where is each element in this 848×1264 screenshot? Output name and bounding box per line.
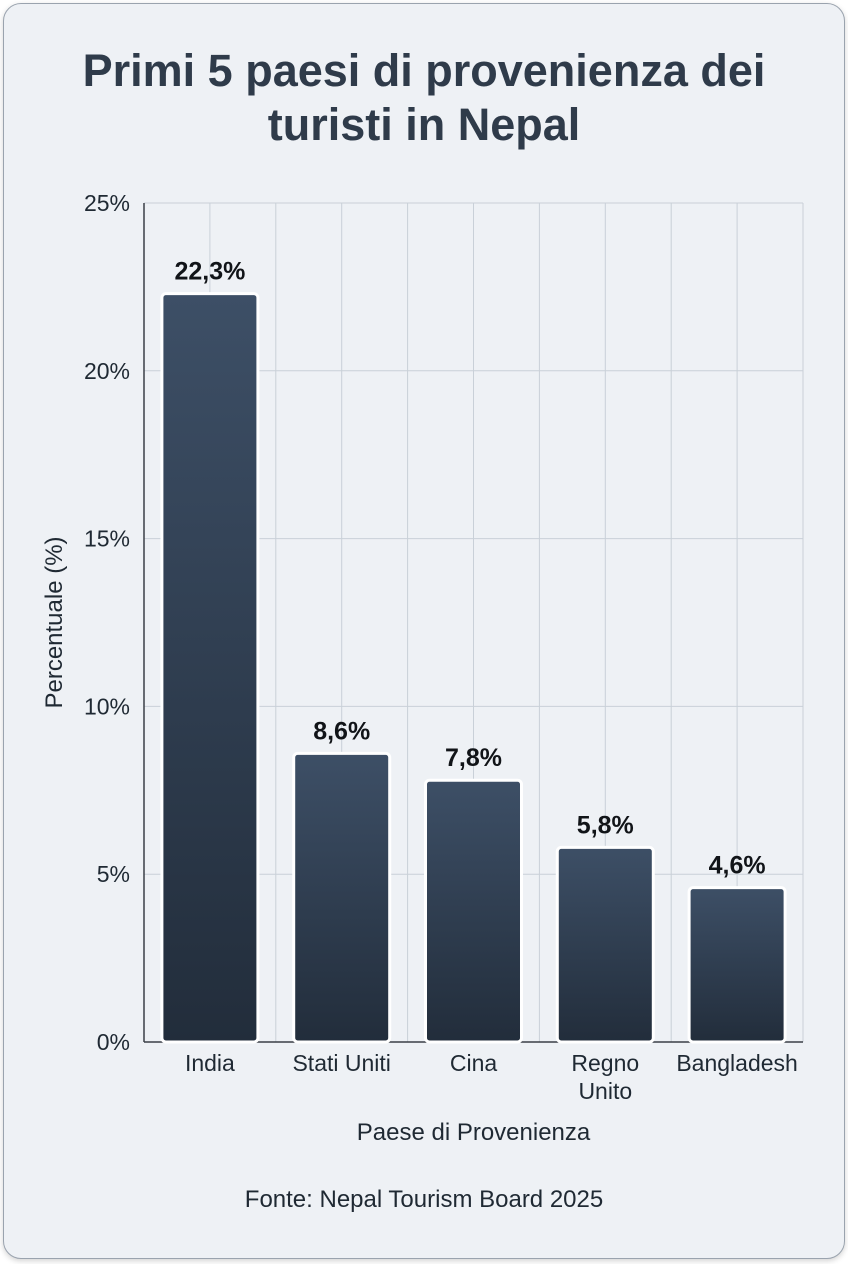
source-note: Fonte: Nepal Tourism Board 2025 [244, 1186, 604, 1213]
y-tick-label: 0% [97, 1029, 130, 1055]
x-tick-label: Cina [450, 1050, 498, 1076]
bar [424, 778, 523, 1044]
bar [555, 845, 655, 1044]
bar [292, 751, 392, 1044]
bar-value-label: 22,3% [174, 258, 245, 286]
y-axis-title: Percentuale (%) [41, 536, 68, 708]
x-axis-title: Paese di Provenienza [357, 1119, 591, 1146]
bar-value-label: 8,6% [313, 717, 370, 745]
bars [160, 292, 787, 1044]
x-tick-label: Stati Uniti [292, 1050, 390, 1076]
bar [687, 886, 787, 1044]
labels: 0% 5% 10% 15% 20% 25% 22,3% India 8,6% Stati Unit… [41, 190, 798, 1146]
chart-title-line-2: turisti in Nepal [267, 99, 581, 150]
bar-value-label: 5,8% [577, 811, 634, 839]
y-tick-label: 20% [84, 358, 130, 384]
bar-chart: 0% 5% 10% 15% 20% 25% 22,3% India 8,6% Stati Unit… [41, 190, 804, 1146]
x-tick-label: Unito [578, 1078, 632, 1104]
y-tick-label: 25% [84, 190, 130, 216]
y-tick-label: 15% [84, 526, 130, 552]
x-tick-label: Regno [571, 1050, 639, 1076]
x-tick-label: India [185, 1050, 235, 1076]
y-tick-label: 5% [97, 861, 130, 887]
chart-title: Primi 5 paesi di provenienza dei turisti… [0, 44, 848, 152]
chart-title-line-1: Primi 5 paesi di provenienza dei [82, 45, 766, 96]
bar-value-label: 7,8% [445, 744, 502, 772]
x-tick-label: Bangladesh [676, 1050, 798, 1076]
y-tick-label: 10% [84, 693, 130, 719]
bar [160, 292, 260, 1044]
bar-value-label: 4,6% [709, 852, 766, 880]
